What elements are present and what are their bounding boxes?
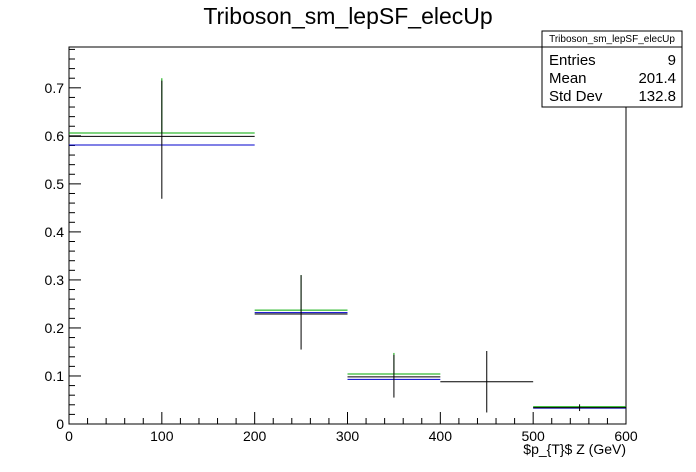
y-tick-label: 0.1 xyxy=(45,368,65,384)
stats-mean-label: Mean xyxy=(549,70,587,87)
y-tick-label: 0.5 xyxy=(45,176,65,192)
y-tick-label: 0 xyxy=(56,416,64,432)
x-tick-label: 500 xyxy=(521,428,545,444)
data-series xyxy=(69,78,626,413)
series-0 xyxy=(69,144,626,409)
y-tick-label: 0.2 xyxy=(45,320,65,336)
x-tick-label: 400 xyxy=(429,428,453,444)
stats-mean-value: 201.4 xyxy=(638,70,676,87)
stats-stddev-value: 132.8 xyxy=(638,88,676,105)
x-tick-label: 600 xyxy=(614,428,638,444)
x-tick-label: 100 xyxy=(150,428,174,444)
x-axis-label: $p_{T}$ Z (GeV) xyxy=(523,441,626,457)
stats-box: Triboson_sm_lepSF_elecUp Entries 9 Mean … xyxy=(541,30,683,108)
y-tick-label: 0.3 xyxy=(45,272,65,288)
stats-entries-label: Entries xyxy=(549,52,596,69)
y-tick-label: 0.4 xyxy=(45,224,65,240)
y-tick-label: 0.6 xyxy=(45,128,65,144)
series-1 xyxy=(69,78,626,408)
series-2 xyxy=(69,80,626,413)
stats-box-title: Triboson_sm_lepSF_elecUp xyxy=(549,34,675,45)
x-tick-label: 300 xyxy=(336,428,360,444)
stats-stddev-label: Std Dev xyxy=(549,88,603,105)
x-axis: 0 100 200 300 400 500 600 xyxy=(65,412,638,444)
chart-title: Triboson_sm_lepSF_elecUp xyxy=(203,3,492,29)
y-tick-label: 0.7 xyxy=(45,80,65,96)
x-tick-label: 0 xyxy=(65,428,73,444)
stats-entries-value: 9 xyxy=(668,52,676,69)
y-axis: 0 0.1 0.2 0.3 0.4 0.5 0.6 0.7 xyxy=(45,48,81,432)
x-tick-label: 200 xyxy=(243,428,267,444)
